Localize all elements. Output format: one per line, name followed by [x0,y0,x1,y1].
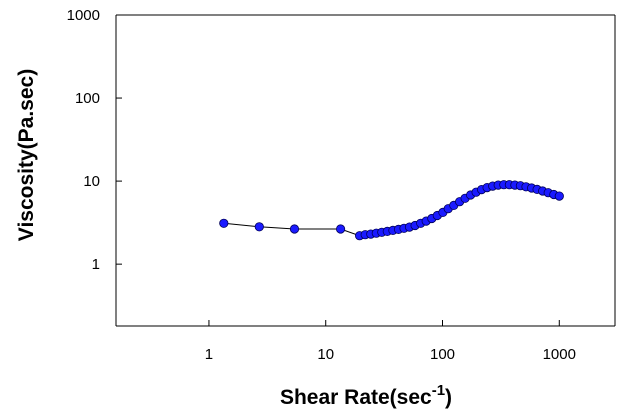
y-axis-title: Viscosity(Pa.sec) [15,69,38,241]
y-tick-label: 1000 [67,7,100,24]
x-tick-label: 100 [430,346,455,363]
data-point [289,224,300,234]
y-tick-label: 100 [75,90,100,107]
x-axis-title-main: Shear Rate(sec [280,386,432,409]
y-tick-label: 1 [92,256,100,273]
data-point [219,218,229,228]
plot-frame [115,14,616,327]
x-axis-title-suffix: ) [445,386,452,409]
data-point [554,191,564,201]
y-axis-ticks: 1 10 100 1000 [67,7,122,273]
series-points-group [219,180,564,241]
x-axis-title-superscript: -1 [432,382,445,399]
x-axis-ticks: 1 10 100 1000 [205,320,576,363]
data-point [254,222,264,232]
x-tick-label: 1 [205,346,213,363]
data-point [335,224,346,234]
x-tick-label: 10 [317,346,334,363]
x-axis-title: Shear Rate(sec-1) [280,382,452,409]
y-tick-label: 10 [83,173,100,190]
x-tick-label: 1000 [543,346,576,363]
